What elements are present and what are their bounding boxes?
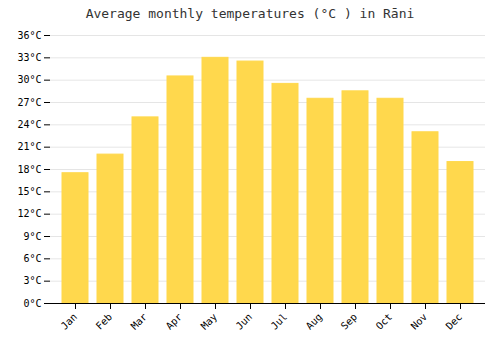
svg-text:3°C: 3°C xyxy=(23,275,41,286)
svg-text:0°C: 0°C xyxy=(23,298,41,309)
svg-text:Feb: Feb xyxy=(94,311,115,332)
svg-text:Aug: Aug xyxy=(304,311,325,332)
svg-text:Nov: Nov xyxy=(409,311,430,332)
svg-text:Jul: Jul xyxy=(269,311,290,332)
svg-text:Mar: Mar xyxy=(129,311,150,332)
svg-text:9°C: 9°C xyxy=(23,231,41,242)
svg-text:Oct: Oct xyxy=(374,311,395,332)
svg-text:Dec: Dec xyxy=(444,311,465,332)
svg-text:Sep: Sep xyxy=(339,311,360,332)
html-text:Average monthly temperatures (: Average monthly temperatures (°C ) in Rā… xyxy=(85,6,415,21)
svg-text:Jun: Jun xyxy=(234,311,255,332)
svg-text:27°C: 27°C xyxy=(17,97,41,108)
svg-text:30°C: 30°C xyxy=(17,74,41,85)
svg-text:33°C: 33°C xyxy=(17,52,41,63)
svg-text:18°C: 18°C xyxy=(17,164,41,175)
svg-text:15°C: 15°C xyxy=(17,186,41,197)
svg-text:Jan: Jan xyxy=(59,311,80,332)
svg-text:36°C: 36°C xyxy=(17,30,41,41)
svg-text:May: May xyxy=(199,311,220,332)
svg-text:21°C: 21°C xyxy=(17,141,41,152)
svg-text:24°C: 24°C xyxy=(17,119,41,130)
svg-text:6°C: 6°C xyxy=(23,253,41,264)
svg-text:Apr: Apr xyxy=(164,311,185,332)
svg-text:12°C: 12°C xyxy=(17,208,41,219)
